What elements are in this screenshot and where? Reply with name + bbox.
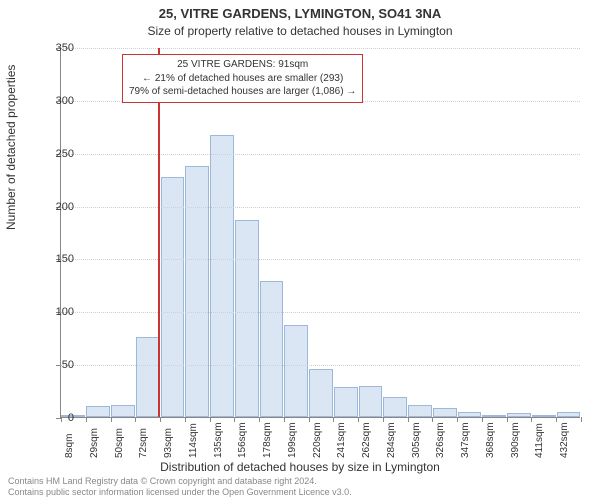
histogram-bar xyxy=(433,408,457,418)
xtick-label: 50sqm xyxy=(114,428,125,458)
xtick-mark xyxy=(507,417,508,422)
gridline xyxy=(61,48,580,49)
ytick-label: 200 xyxy=(34,201,74,213)
xtick-mark xyxy=(111,417,112,422)
xtick-label: 305sqm xyxy=(411,422,422,458)
bars-layer xyxy=(61,48,580,417)
histogram-bar xyxy=(260,281,284,417)
xtick-mark xyxy=(210,417,211,422)
histogram-bar xyxy=(334,387,358,417)
xtick-mark xyxy=(581,417,582,422)
xtick-label: 347sqm xyxy=(460,422,471,458)
ytick-label: 100 xyxy=(34,306,74,318)
annotation-box: 25 VITRE GARDENS: 91sqm ← 21% of detache… xyxy=(122,54,363,103)
gridline xyxy=(61,312,580,313)
xtick-mark xyxy=(358,417,359,422)
xtick-mark xyxy=(86,417,87,422)
xtick-label: 8sqm xyxy=(64,434,75,458)
xtick-label: 390sqm xyxy=(510,422,521,458)
ytick-label: 50 xyxy=(34,359,74,371)
xtick-mark xyxy=(309,417,310,422)
histogram-bar xyxy=(136,337,160,417)
histogram-bar xyxy=(458,412,482,417)
annotation-line1: 25 VITRE GARDENS: 91sqm xyxy=(129,58,356,72)
gridline xyxy=(61,154,580,155)
ytick-label: 150 xyxy=(34,253,74,265)
histogram-bar xyxy=(309,369,333,417)
ytick-label: 250 xyxy=(34,148,74,160)
xtick-mark xyxy=(185,417,186,422)
xtick-label: 178sqm xyxy=(262,422,273,458)
histogram-bar xyxy=(86,406,110,417)
chart-container: 25, VITRE GARDENS, LYMINGTON, SO41 3NA S… xyxy=(0,0,600,500)
histogram-bar xyxy=(210,135,234,417)
histogram-bar xyxy=(408,405,432,417)
ytick-label: 300 xyxy=(34,95,74,107)
xtick-label: 284sqm xyxy=(386,422,397,458)
ytick-label: 350 xyxy=(34,42,74,54)
xtick-label: 29sqm xyxy=(89,428,100,458)
xtick-mark xyxy=(383,417,384,422)
xtick-mark xyxy=(408,417,409,422)
reference-line xyxy=(158,48,160,417)
xtick-mark xyxy=(259,417,260,422)
chart-title: 25, VITRE GARDENS, LYMINGTON, SO41 3NA xyxy=(0,6,600,21)
histogram-bar xyxy=(557,412,581,417)
xtick-label: 93sqm xyxy=(163,428,174,458)
xtick-mark xyxy=(432,417,433,422)
gridline xyxy=(61,365,580,366)
plot-area xyxy=(60,48,580,418)
y-axis-label: Number of detached properties xyxy=(4,65,18,230)
histogram-bar xyxy=(284,325,308,417)
xtick-mark xyxy=(333,417,334,422)
xtick-label: 156sqm xyxy=(237,422,248,458)
xtick-mark xyxy=(234,417,235,422)
xtick-mark xyxy=(482,417,483,422)
xtick-mark xyxy=(531,417,532,422)
xtick-label: 199sqm xyxy=(287,422,298,458)
histogram-bar xyxy=(185,166,209,417)
footer-line2: Contains public sector information licen… xyxy=(8,487,352,498)
xtick-mark xyxy=(284,417,285,422)
xtick-label: 241sqm xyxy=(336,422,347,458)
histogram-bar xyxy=(161,177,185,417)
footer-line1: Contains HM Land Registry data © Crown c… xyxy=(8,476,352,487)
xtick-mark xyxy=(457,417,458,422)
xtick-mark xyxy=(160,417,161,422)
histogram-bar xyxy=(532,415,556,417)
x-axis-label: Distribution of detached houses by size … xyxy=(0,460,600,474)
chart-subtitle: Size of property relative to detached ho… xyxy=(0,24,600,38)
xtick-label: 135sqm xyxy=(213,422,224,458)
xtick-label: 326sqm xyxy=(435,422,446,458)
xtick-label: 411sqm xyxy=(534,423,545,458)
histogram-bar xyxy=(235,220,259,417)
xtick-label: 72sqm xyxy=(138,428,149,458)
histogram-bar xyxy=(482,415,506,417)
gridline xyxy=(61,259,580,260)
ytick-label: 0 xyxy=(34,412,74,424)
histogram-bar xyxy=(383,397,407,417)
xtick-label: 262sqm xyxy=(361,422,372,458)
xtick-mark xyxy=(135,417,136,422)
xtick-label: 368sqm xyxy=(485,422,496,458)
xtick-mark xyxy=(556,417,557,422)
histogram-bar xyxy=(111,405,135,417)
footer-attribution: Contains HM Land Registry data © Crown c… xyxy=(8,476,352,499)
annotation-line3: 79% of semi-detached houses are larger (… xyxy=(129,85,356,99)
xtick-label: 114sqm xyxy=(188,423,199,458)
xtick-label: 220sqm xyxy=(312,422,323,458)
histogram-bar xyxy=(507,413,531,417)
annotation-line2: ← 21% of detached houses are smaller (29… xyxy=(129,72,356,86)
histogram-bar xyxy=(359,386,383,417)
xtick-label: 432sqm xyxy=(559,422,570,458)
gridline xyxy=(61,207,580,208)
